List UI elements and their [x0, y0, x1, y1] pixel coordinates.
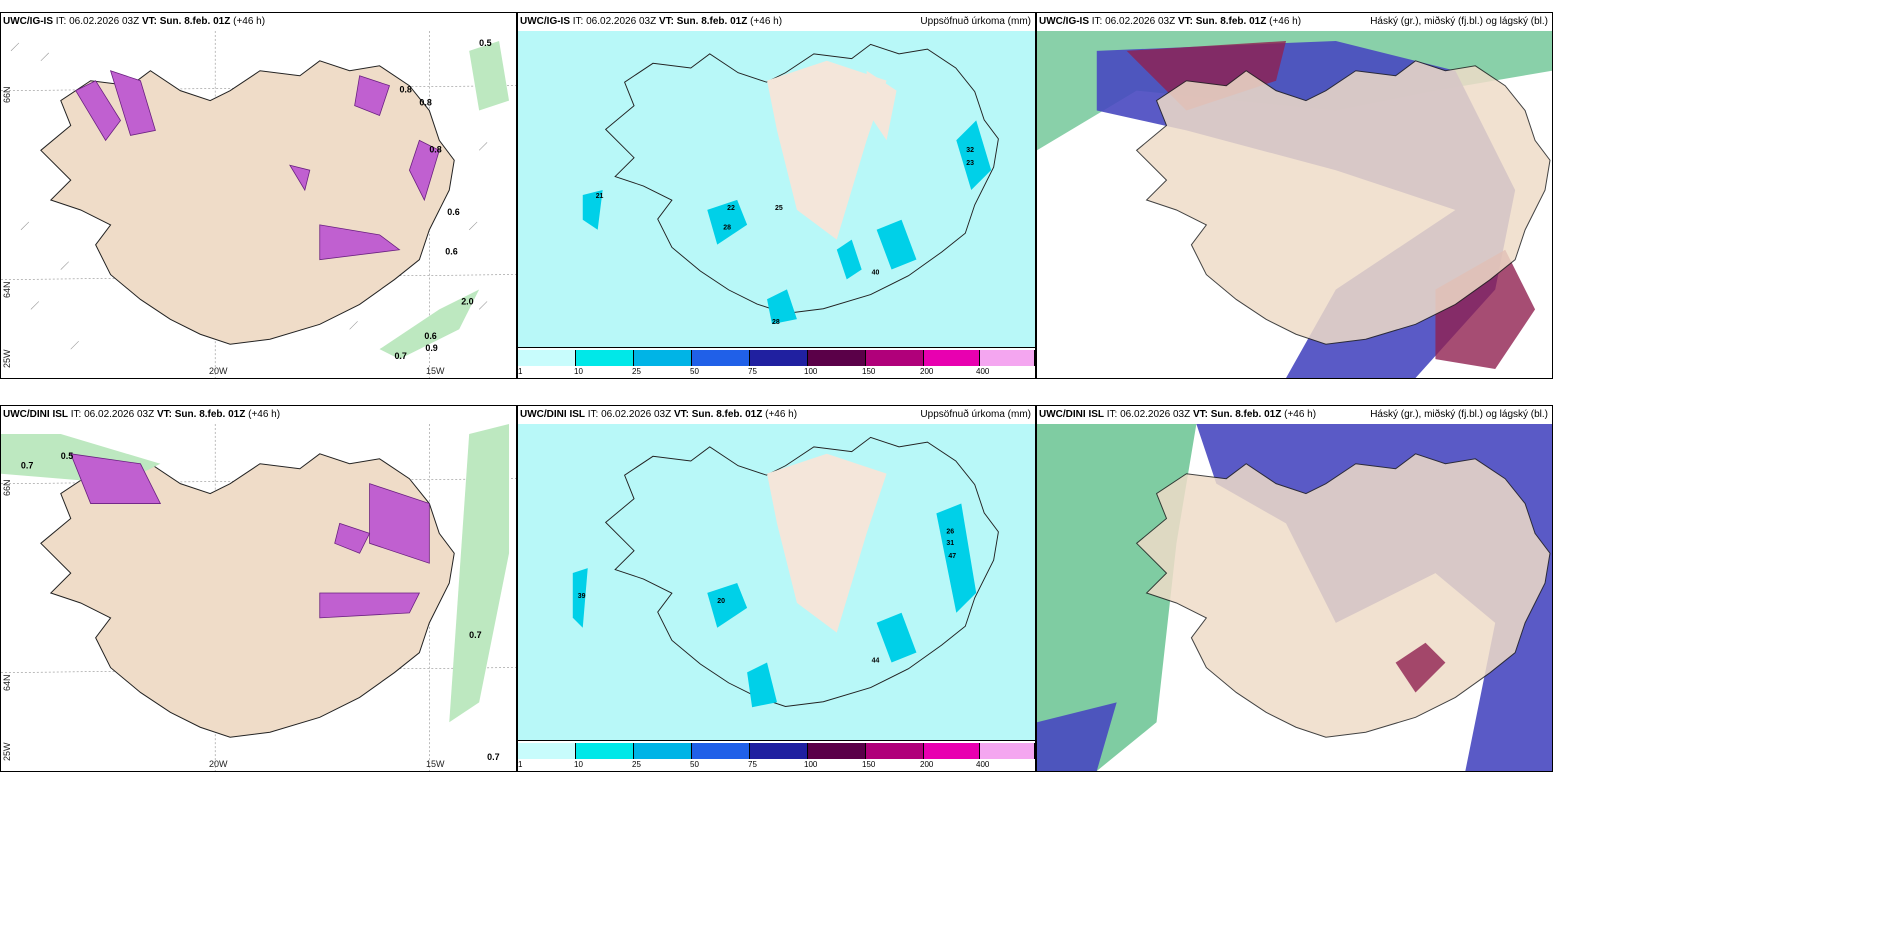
colorbar-tick: 25 — [632, 367, 641, 376]
lon-label: 15W — [426, 759, 445, 769]
svg-text:2.0: 2.0 — [461, 296, 473, 306]
panel-header: UWC/DINI ISL IT: 06.02.2026 03Z VT: Sun.… — [3, 409, 281, 420]
colorbar-segment — [924, 743, 980, 759]
panel-header: UWC/IG-IS IT: 06.02.2026 03Z VT: Sun. 8.… — [520, 16, 1031, 27]
svg-text:0.8: 0.8 — [399, 85, 411, 95]
colorbar-tick: 75 — [748, 760, 757, 769]
svg-text:0.7: 0.7 — [469, 630, 481, 640]
lat-label: 64N — [2, 674, 12, 691]
svg-text:32: 32 — [966, 147, 974, 154]
map-area: 0.5 0.8 0.8 0.8 0.6 0.6 2.0 0.6 0.7 0.9 — [1, 31, 516, 378]
svg-text:44: 44 — [872, 657, 880, 664]
svg-text:0.6: 0.6 — [424, 331, 436, 341]
colorbar-segment — [692, 743, 750, 759]
colorbar-tick: 150 — [862, 760, 876, 769]
colorbar-tick: 200 — [920, 760, 934, 769]
svg-text:0.6: 0.6 — [447, 207, 459, 217]
colorbar-segment — [980, 743, 1035, 759]
map-area — [1037, 424, 1552, 771]
colorbar-segment — [924, 350, 980, 366]
map-area: 21 22 28 25 32 23 40 28 — [518, 31, 1035, 347]
svg-text:0.5: 0.5 — [479, 38, 491, 48]
lon-label: 20W — [209, 366, 228, 376]
lon-label: 15W — [426, 366, 445, 376]
svg-text:0.7: 0.7 — [21, 461, 33, 471]
colorbar-segment — [576, 350, 634, 366]
colorbar-tick: 25 — [632, 760, 641, 769]
colorbar: 1 10 25 50 75 100 150 200 400 — [518, 347, 1035, 378]
svg-text:22: 22 — [727, 205, 735, 212]
lat-label: 64N — [2, 281, 12, 298]
svg-text:20: 20 — [717, 598, 725, 605]
colorbar-segment — [808, 743, 866, 759]
colorbar-segment — [634, 743, 692, 759]
svg-text:25: 25 — [775, 205, 783, 212]
panel-header: UWC/DINI ISL IT: 06.02.2026 03Z VT: Sun.… — [1039, 409, 1548, 420]
map-area — [1037, 31, 1552, 378]
colorbar-segment — [750, 350, 808, 366]
colorbar-tick: 100 — [804, 760, 818, 769]
panel-dini-clouds: UWC/DINI ISL IT: 06.02.2026 03Z VT: Sun.… — [1036, 405, 1553, 772]
map-area: 0.7 0.5 0.7 0.7 — [1, 424, 516, 771]
colorbar-tick: 400 — [976, 760, 990, 769]
colorbar-segment — [634, 350, 692, 366]
colorbar-segment — [980, 350, 1035, 366]
svg-text:0.8: 0.8 — [419, 98, 431, 108]
svg-text:39: 39 — [578, 593, 586, 600]
lon-label: 20W — [209, 759, 228, 769]
colorbar-segment — [518, 350, 576, 366]
colorbar-segment — [866, 743, 924, 759]
svg-text:0.5: 0.5 — [61, 451, 73, 461]
lat-label: 25W — [2, 742, 12, 761]
colorbar-tick: 10 — [574, 367, 583, 376]
panel-header: UWC/DINI ISL IT: 06.02.2026 03Z VT: Sun.… — [520, 409, 1031, 420]
colorbar-tick: 100 — [804, 367, 818, 376]
lat-label: 25W — [2, 349, 12, 368]
svg-text:0.8: 0.8 — [429, 144, 441, 154]
panel-ig-clouds: UWC/IG-IS IT: 06.02.2026 03Z VT: Sun. 8.… — [1036, 12, 1553, 379]
colorbar-tick: 1 — [518, 367, 523, 376]
colorbar-tick: 400 — [976, 367, 990, 376]
colorbar-segment — [692, 350, 750, 366]
lat-label: 66N — [2, 86, 12, 103]
svg-text:0.6: 0.6 — [445, 247, 457, 257]
colorbar-segment — [576, 743, 634, 759]
colorbar-tick: 1 — [518, 760, 523, 769]
svg-text:21: 21 — [596, 193, 604, 200]
colorbar-tick: 150 — [862, 367, 876, 376]
svg-text:0.9: 0.9 — [425, 343, 437, 353]
panel-dini-wind: UWC/DINI ISL IT: 06.02.2026 03Z VT: Sun.… — [0, 405, 517, 772]
map-area: 39 20 26 31 47 44 — [518, 424, 1035, 740]
colorbar-segment — [808, 350, 866, 366]
panel-ig-wind: UWC/IG-IS IT: 06.02.2026 03Z VT: Sun. 8.… — [0, 12, 517, 379]
colorbar-tick: 10 — [574, 760, 583, 769]
panel-header: UWC/IG-IS IT: 06.02.2026 03Z VT: Sun. 8.… — [1039, 16, 1548, 27]
svg-text:28: 28 — [723, 225, 731, 232]
lat-label: 66N — [2, 479, 12, 496]
colorbar-tick: 50 — [690, 367, 699, 376]
svg-text:26: 26 — [946, 528, 954, 535]
svg-text:28: 28 — [772, 319, 780, 326]
svg-text:31: 31 — [946, 540, 954, 547]
svg-text:0.7: 0.7 — [394, 351, 406, 361]
svg-text:40: 40 — [872, 269, 880, 276]
colorbar-tick: 75 — [748, 367, 757, 376]
svg-text:47: 47 — [948, 553, 956, 560]
panel-dini-precip: UWC/DINI ISL IT: 06.02.2026 03Z VT: Sun.… — [517, 405, 1036, 772]
svg-text:23: 23 — [966, 160, 974, 167]
colorbar-segment — [518, 743, 576, 759]
panel-header: UWC/IG-IS IT: 06.02.2026 03Z VT: Sun. 8.… — [3, 16, 266, 27]
panel-ig-precip: UWC/IG-IS IT: 06.02.2026 03Z VT: Sun. 8.… — [517, 12, 1036, 379]
colorbar-segment — [866, 350, 924, 366]
colorbar: 1 10 25 50 75 100 150 200 400 — [518, 740, 1035, 771]
colorbar-tick: 50 — [690, 760, 699, 769]
svg-text:0.7: 0.7 — [487, 752, 499, 762]
colorbar-tick: 200 — [920, 367, 934, 376]
colorbar-segment — [750, 743, 808, 759]
